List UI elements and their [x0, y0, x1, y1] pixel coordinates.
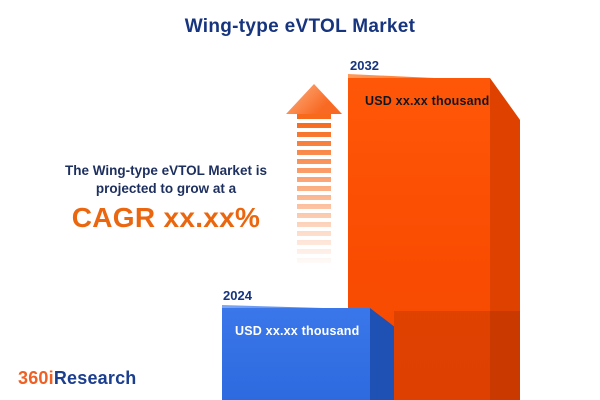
brand-logo: 360iResearch: [18, 368, 137, 389]
growth-arrow-shaft-icon: [297, 114, 331, 272]
description-line-1: The Wing-type eVTOL Market is: [65, 163, 267, 178]
bar-2032-shadow: [394, 311, 520, 400]
bar-2024-side-face: [370, 308, 394, 400]
brand-logo-suffix: Research: [53, 368, 137, 388]
bar-2024-year-label: 2024: [223, 288, 252, 303]
description-line-2: projected to grow at a: [95, 180, 237, 196]
growth-arrow-icon: [286, 84, 342, 114]
cagr-highlight: CAGR xx.xx%: [71, 202, 261, 233]
page-title: Wing-type eVTOL Market: [184, 16, 416, 37]
bar-2024: [222, 308, 370, 400]
bar-2032-year-label: 2032: [350, 58, 379, 73]
market-description: The Wing-type eVTOL Market is projected …: [28, 162, 304, 198]
bar-2032-side-face: [490, 78, 520, 400]
bar-2032-value-label: USD xx.xx thousand: [365, 94, 490, 108]
brand-logo-prefix: 360i: [18, 368, 54, 388]
bar-2024-value-label: USD xx.xx thousand: [235, 324, 360, 338]
